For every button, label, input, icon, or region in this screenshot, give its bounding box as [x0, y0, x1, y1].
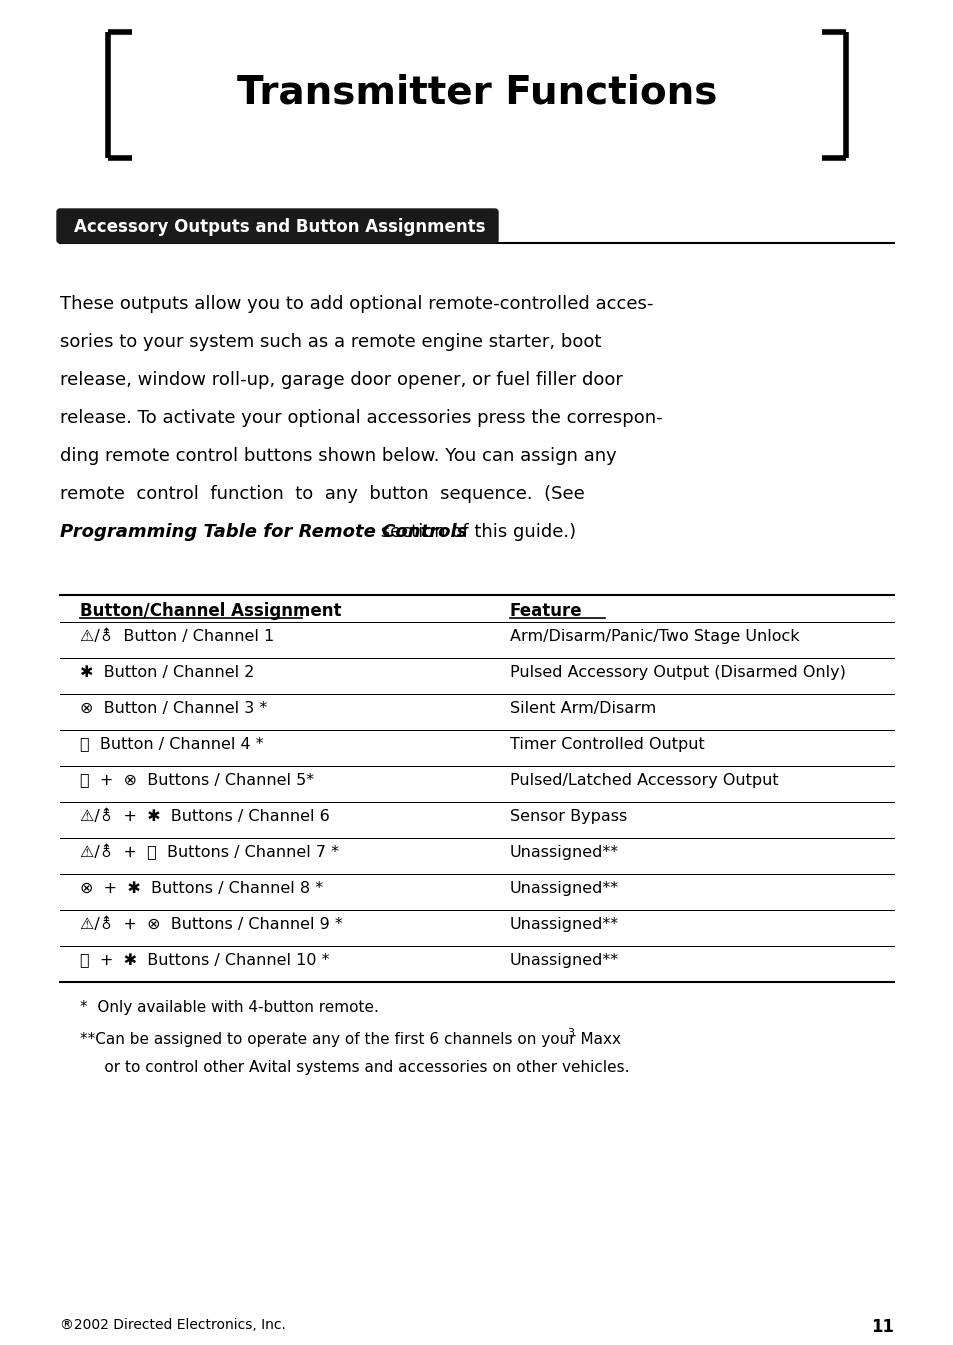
Text: Unassigned**: Unassigned** [510, 881, 618, 896]
Text: Unassigned**: Unassigned** [510, 952, 618, 967]
Text: sories to your system such as a remote engine starter, boot: sories to your system such as a remote e… [60, 334, 600, 351]
Text: ⚠/⚨  +  ⧖  Buttons / Channel 7 *: ⚠/⚨ + ⧖ Buttons / Channel 7 * [80, 843, 338, 861]
Text: Accessory Outputs and Button Assignments: Accessory Outputs and Button Assignments [74, 218, 485, 235]
Text: or to control other Avital systems and accessories on other vehicles.: or to control other Avital systems and a… [80, 1060, 629, 1075]
Text: ✱  Button / Channel 2: ✱ Button / Channel 2 [80, 664, 254, 679]
Text: ⚠/⚨  +  ✱  Buttons / Channel 6: ⚠/⚨ + ✱ Buttons / Channel 6 [80, 808, 330, 823]
Text: Unassigned**: Unassigned** [510, 845, 618, 859]
Text: ®2002 Directed Electronics, Inc.: ®2002 Directed Electronics, Inc. [60, 1318, 286, 1332]
FancyBboxPatch shape [57, 208, 497, 243]
Text: release, window roll-up, garage door opener, or fuel filler door: release, window roll-up, garage door ope… [60, 371, 622, 389]
Text: Timer Controlled Output: Timer Controlled Output [510, 737, 704, 752]
Text: ⧖  +  ✱  Buttons / Channel 10 *: ⧖ + ✱ Buttons / Channel 10 * [80, 952, 329, 967]
Text: Sensor Bypass: Sensor Bypass [510, 808, 626, 823]
Text: Pulsed/Latched Accessory Output: Pulsed/Latched Accessory Output [510, 772, 778, 788]
Text: ⊗  Button / Channel 3 *: ⊗ Button / Channel 3 * [80, 701, 267, 716]
Text: Programming Table for Remote Controls: Programming Table for Remote Controls [60, 523, 467, 541]
Text: Arm/Disarm/Panic/Two Stage Unlock: Arm/Disarm/Panic/Two Stage Unlock [510, 628, 799, 643]
Text: ⧖  +  ⊗  Buttons / Channel 5*: ⧖ + ⊗ Buttons / Channel 5* [80, 772, 314, 788]
Text: Silent Arm/Disarm: Silent Arm/Disarm [510, 701, 656, 716]
Text: ⊗  +  ✱  Buttons / Channel 8 *: ⊗ + ✱ Buttons / Channel 8 * [80, 881, 323, 896]
Text: remote  control  function  to  any  button  sequence.  (See: remote control function to any button se… [60, 486, 584, 503]
Text: release. To activate your optional accessories press the correspon-: release. To activate your optional acces… [60, 409, 662, 426]
Text: section of this guide.): section of this guide.) [375, 523, 576, 541]
Text: Unassigned**: Unassigned** [510, 916, 618, 932]
Text: 3: 3 [566, 1028, 574, 1038]
Text: Transmitter Functions: Transmitter Functions [236, 73, 717, 112]
Text: ⚠/⚨  +  ⊗  Buttons / Channel 9 *: ⚠/⚨ + ⊗ Buttons / Channel 9 * [80, 916, 342, 932]
Text: Pulsed Accessory Output (Disarmed Only): Pulsed Accessory Output (Disarmed Only) [510, 664, 845, 679]
Text: ding remote control buttons shown below. You can assign any: ding remote control buttons shown below.… [60, 447, 616, 465]
Text: 11: 11 [870, 1318, 893, 1336]
Text: ⧖  Button / Channel 4 *: ⧖ Button / Channel 4 * [80, 737, 263, 752]
Text: ⚠/⚨  Button / Channel 1: ⚠/⚨ Button / Channel 1 [80, 628, 274, 643]
Text: Button/Channel Assignment: Button/Channel Assignment [80, 603, 341, 620]
Text: *  Only available with 4-button remote.: * Only available with 4-button remote. [80, 999, 378, 1015]
Text: Feature: Feature [510, 603, 582, 620]
Text: **Can be assigned to operate any of the first 6 channels on your Maxx: **Can be assigned to operate any of the … [80, 1032, 620, 1046]
Text: These outputs allow you to add optional remote-controlled acces-: These outputs allow you to add optional … [60, 295, 653, 313]
